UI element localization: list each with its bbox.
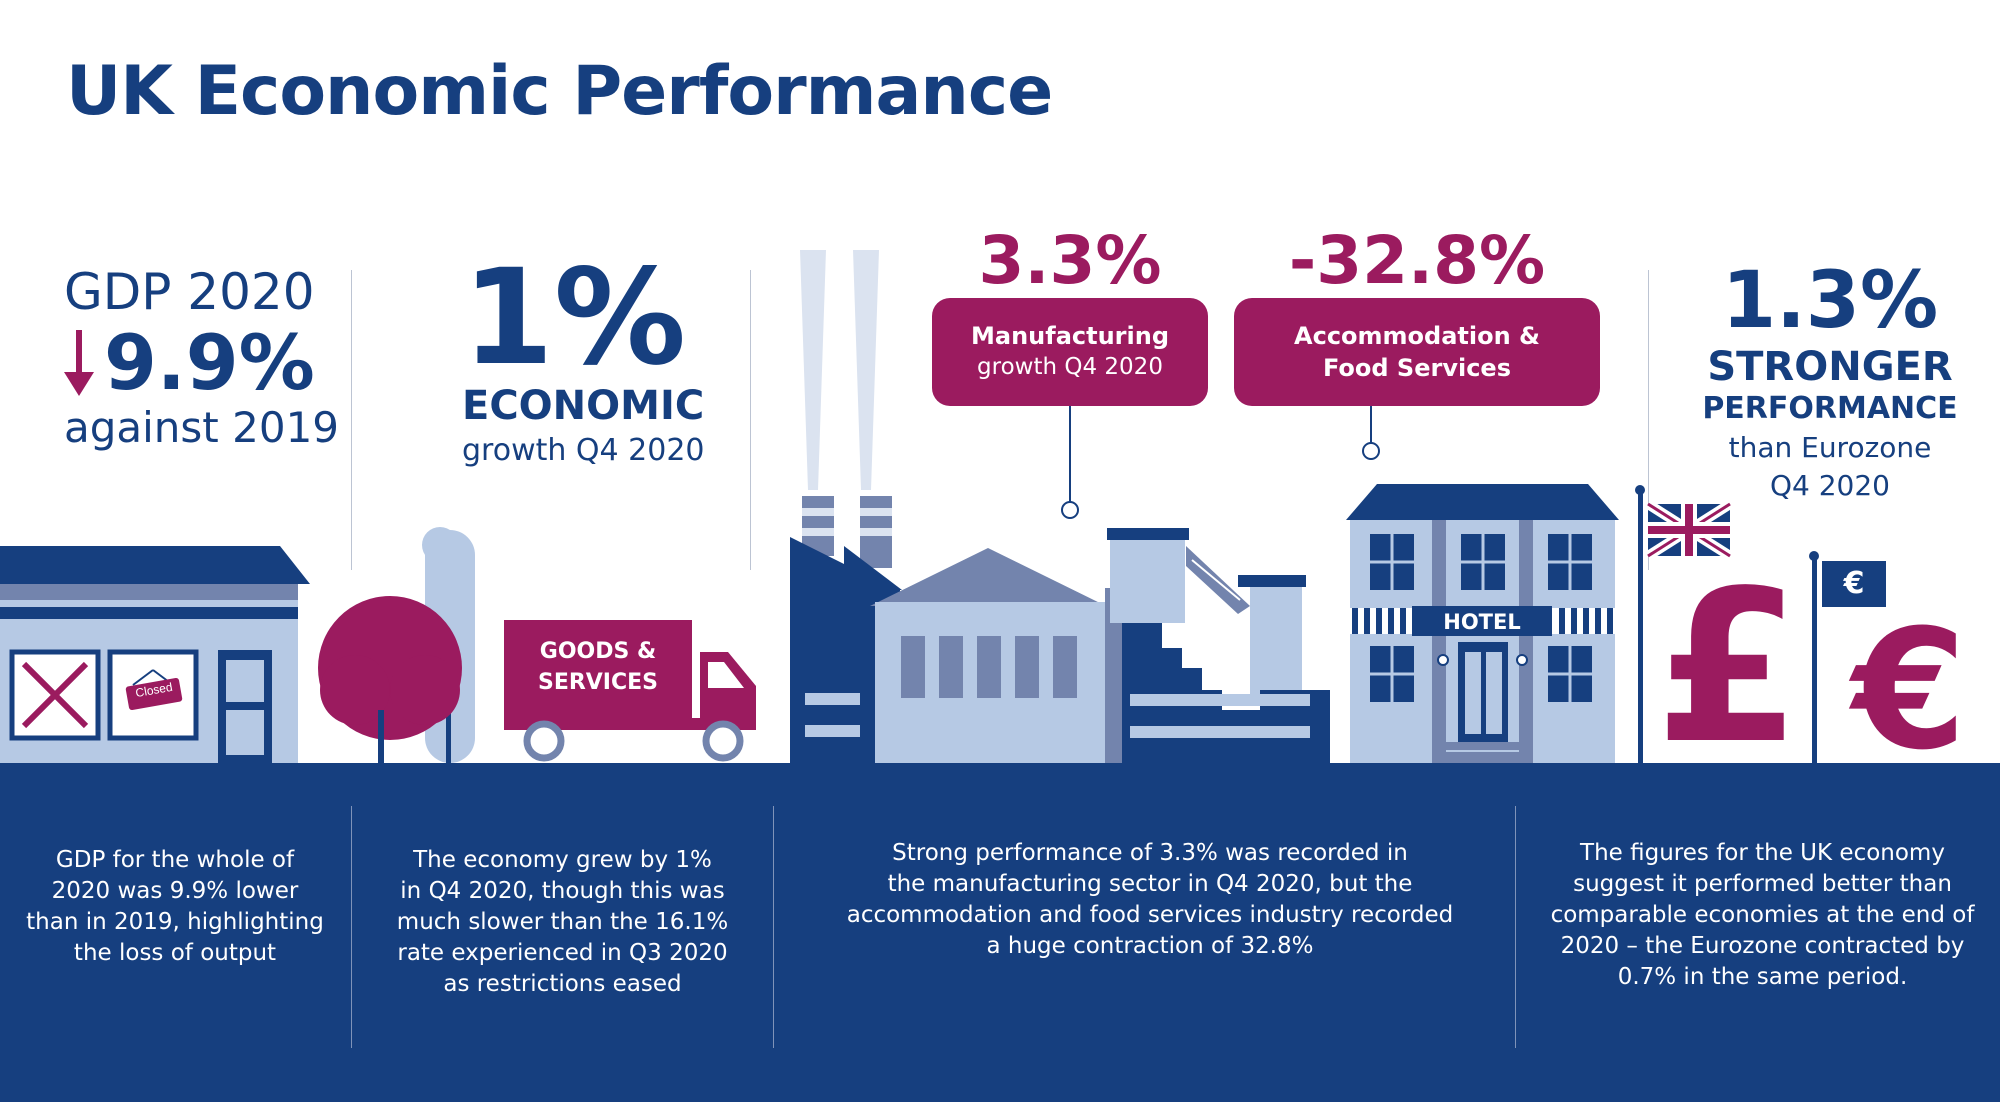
band-divider — [1515, 806, 1516, 1048]
tree-icon — [318, 527, 475, 763]
gdp-heading: GDP 2020 — [64, 263, 315, 321]
description-band — [0, 763, 2000, 1102]
page-title: UK Economic Performance — [66, 52, 1053, 131]
eurozone-sub-2: Q4 2020 — [1769, 469, 1890, 502]
uk-flag-icon — [1635, 485, 1733, 763]
gdp-comparison: against 2019 — [64, 403, 340, 452]
column-divider — [351, 270, 352, 570]
growth-value: 1% — [462, 241, 687, 395]
euro-flag-symbol: € — [1843, 566, 1865, 601]
delivery-truck-icon — [504, 620, 756, 762]
manufacturing-label: Manufacturing — [971, 322, 1169, 350]
euro-symbol-icon: € — [1852, 594, 1967, 786]
accommodation-label-1: Accommodation & — [1294, 322, 1540, 350]
closed-shop-icon — [0, 546, 310, 763]
band-divider — [351, 806, 352, 1048]
gdp-description: GDP for the whole of 2020 was 9.9% lower… — [26, 847, 324, 966]
manufacturing-pill: Manufacturing growth Q4 2020 — [932, 298, 1208, 406]
eurozone-label-2: PERFORMANCE — [1702, 391, 1958, 426]
column-divider — [1648, 270, 1649, 570]
hotel-icon — [1346, 484, 1619, 763]
column-divider — [750, 270, 751, 570]
manufacturing-value: 3.3% — [978, 222, 1162, 299]
eurozone-description: The figures for the UK economy suggest i… — [1550, 840, 1975, 990]
eurozone-sub-1: than Eurozone — [1728, 431, 1932, 464]
growth-description: The economy grew by 1% in Q4 2020, thoug… — [396, 847, 729, 997]
gdp-value: 9.9% — [104, 318, 315, 407]
hotel-sign: HOTEL — [1443, 610, 1521, 634]
eurozone-label-1: STRONGER — [1707, 344, 1953, 390]
band-divider — [773, 806, 774, 1048]
manufacturing-sub: growth Q4 2020 — [977, 354, 1163, 380]
euro-flag-icon — [1809, 551, 1886, 763]
accommodation-label-2: Food Services — [1323, 354, 1511, 382]
growth-label: ECONOMIC — [462, 383, 705, 429]
sector-description: Strong performance of 3.3% was recorded … — [846, 840, 1454, 959]
factory-icon — [790, 496, 1330, 763]
truck-label: GOODS & SERVICES — [537, 639, 659, 695]
pound-symbol-icon: £ — [1655, 545, 1802, 790]
accommodation-pill: Accommodation & Food Services — [1234, 298, 1600, 406]
growth-sub: growth Q4 2020 — [462, 433, 705, 468]
accommodation-value: -32.8% — [1288, 222, 1546, 299]
down-arrow-icon — [64, 328, 94, 398]
eurozone-value: 1.3% — [1721, 256, 1939, 346]
